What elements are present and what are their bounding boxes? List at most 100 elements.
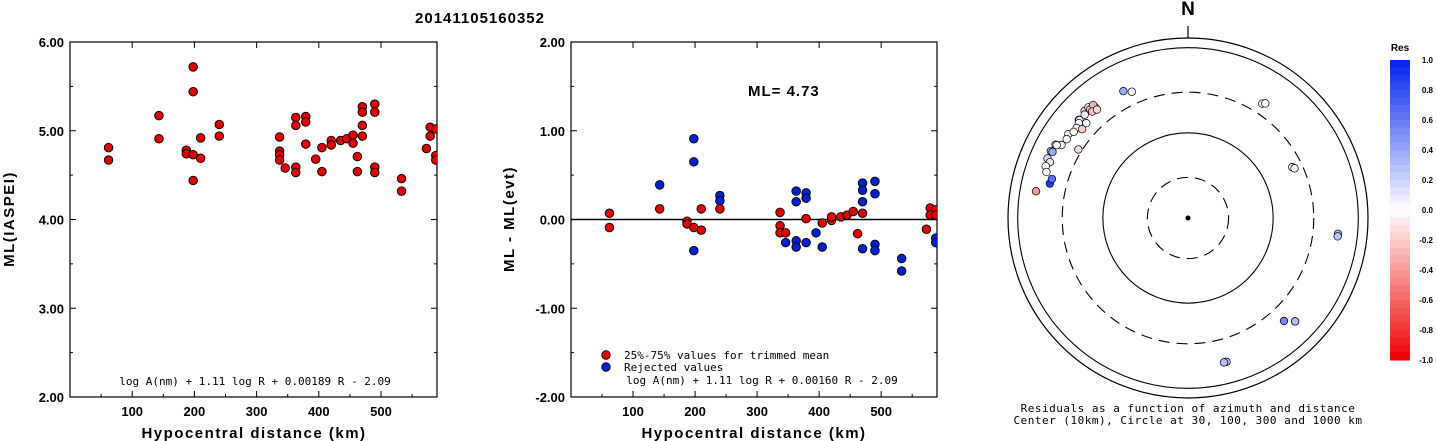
colorbar-label: -0.6: [1419, 296, 1433, 305]
colorbar-segment: [1390, 232, 1410, 241]
colorbar-label: -0.4: [1419, 266, 1433, 275]
trimmed-mean-point: [848, 206, 859, 217]
data-point: [431, 124, 437, 134]
data-point: [352, 166, 363, 177]
colorbar-title: Res: [1391, 43, 1410, 54]
data-point: [195, 133, 206, 143]
y-tick-label: -2.00: [535, 390, 565, 405]
data-point: [188, 149, 198, 160]
trimmed-mean-point: [604, 222, 615, 233]
colorbar-segment: [1390, 135, 1410, 143]
colorbar-segment: [1390, 322, 1410, 331]
colorbar-segment: [1390, 142, 1410, 151]
data-point: [301, 117, 311, 127]
colorbar-segment: [1390, 112, 1410, 121]
station-residual-point: [1127, 87, 1136, 96]
trimmed-mean-point: [775, 207, 785, 218]
ml-annotation: ML= 4.73: [748, 83, 820, 100]
trimmed-mean-point: [826, 212, 837, 222]
x-tick-label: 300: [746, 404, 768, 419]
trimmed-mean-point: [604, 208, 615, 219]
trimmed-mean-point: [817, 218, 827, 228]
trimmed-mean-point: [780, 228, 791, 238]
colorbar-segment: [1390, 262, 1410, 271]
data-point: [396, 186, 407, 196]
x-tick-label: 500: [370, 404, 392, 419]
y-tick-label: 0.00: [540, 213, 565, 228]
station-residual-point: [1092, 105, 1102, 114]
colorbar-segment: [1390, 82, 1410, 91]
y-axis-label: ML(IASPEI): [1, 171, 18, 267]
rejected-point: [896, 266, 907, 276]
colorbar-segment: [1390, 247, 1410, 256]
data-point: [326, 140, 337, 150]
colorbar-segment: [1390, 240, 1410, 248]
y-tick-label: 5.00: [39, 124, 64, 139]
station-residual-point: [1077, 125, 1087, 134]
formula-text: log A(nm) + 1.11 log R + 0.00160 R - 2.0…: [626, 374, 898, 387]
residual-vs-distance-panel: 100 200 300 400 500 -2.00 -1.00 0.00 1.00 2.00 ML…: [501, 35, 938, 441]
colorbar-segment: [1390, 150, 1410, 158]
rejected-point: [931, 237, 937, 248]
rejected-point: [811, 228, 821, 238]
data-point: [310, 154, 321, 164]
rejected-point: [715, 196, 725, 206]
rejected-point: [801, 237, 811, 248]
rejected-point: [857, 185, 868, 195]
station-residual-point: [1042, 167, 1051, 177]
rejected-point: [791, 196, 801, 207]
station-residual-point: [1062, 135, 1071, 144]
rejected-point: [689, 245, 699, 256]
rejected-point: [780, 237, 791, 248]
colorbar-segment: [1390, 292, 1410, 301]
legend-marker-trimmed: [601, 350, 611, 360]
y-tick-label: 6.00: [39, 35, 64, 50]
data-point: [103, 155, 114, 165]
caption-line-1: Residuals as a function of azimuth and d…: [1021, 402, 1356, 415]
data-point: [357, 107, 368, 117]
y-tick-label: -1.00: [535, 301, 565, 316]
colorbar-label: 0.8: [1422, 86, 1434, 95]
station-residual-point: [1082, 118, 1091, 128]
plot-frame: [69, 41, 438, 398]
data-point: [188, 86, 198, 97]
data-point: [357, 131, 368, 141]
legend-label-trimmed: 25%-75% values for trimmed mean: [624, 349, 829, 362]
colorbar-label: 0.2: [1422, 176, 1434, 185]
data-point: [154, 133, 164, 144]
station-residual-point: [1333, 232, 1342, 241]
data-point: [348, 138, 358, 148]
colorbar-segment: [1390, 195, 1410, 203]
station-residual-point: [1119, 86, 1128, 96]
data-point: [188, 62, 198, 72]
rejected-point: [817, 242, 827, 252]
trimmed-mean-point: [852, 228, 863, 239]
colorbar-segment: [1390, 165, 1410, 173]
rejected-point: [857, 244, 868, 254]
data-point: [317, 166, 327, 177]
data-point: [214, 131, 225, 141]
rejected-point: [870, 245, 880, 256]
station-residual-point: [1290, 164, 1299, 173]
figure-title: 20141105160352: [415, 10, 545, 27]
magnitude-vs-distance-panel: 100 200 300 400 500 2.00 3.00 4.00 5.00 6.00 ML(I…: [1, 35, 438, 441]
colorbar-label: 0.4: [1422, 146, 1434, 155]
colorbar-segment: [1390, 217, 1410, 226]
data-point: [301, 139, 311, 149]
y-tick-label: 1.00: [540, 124, 565, 139]
colorbar-label: -1.0: [1419, 356, 1433, 365]
station-residual-point: [1279, 316, 1289, 326]
rejected-point: [801, 193, 811, 203]
rejected-point: [689, 133, 699, 144]
station-residual-point: [1074, 145, 1083, 154]
colorbar-label: -0.8: [1419, 326, 1433, 335]
colorbar-segment: [1390, 90, 1410, 98]
station-residual-point: [1290, 317, 1300, 326]
y-tick-label: 2.00: [39, 390, 64, 405]
colorbar-label: 0.6: [1422, 116, 1434, 125]
x-tick-label: 200: [684, 404, 706, 419]
data-point: [188, 175, 198, 186]
data-point: [291, 112, 301, 123]
rejected-point: [870, 189, 880, 199]
